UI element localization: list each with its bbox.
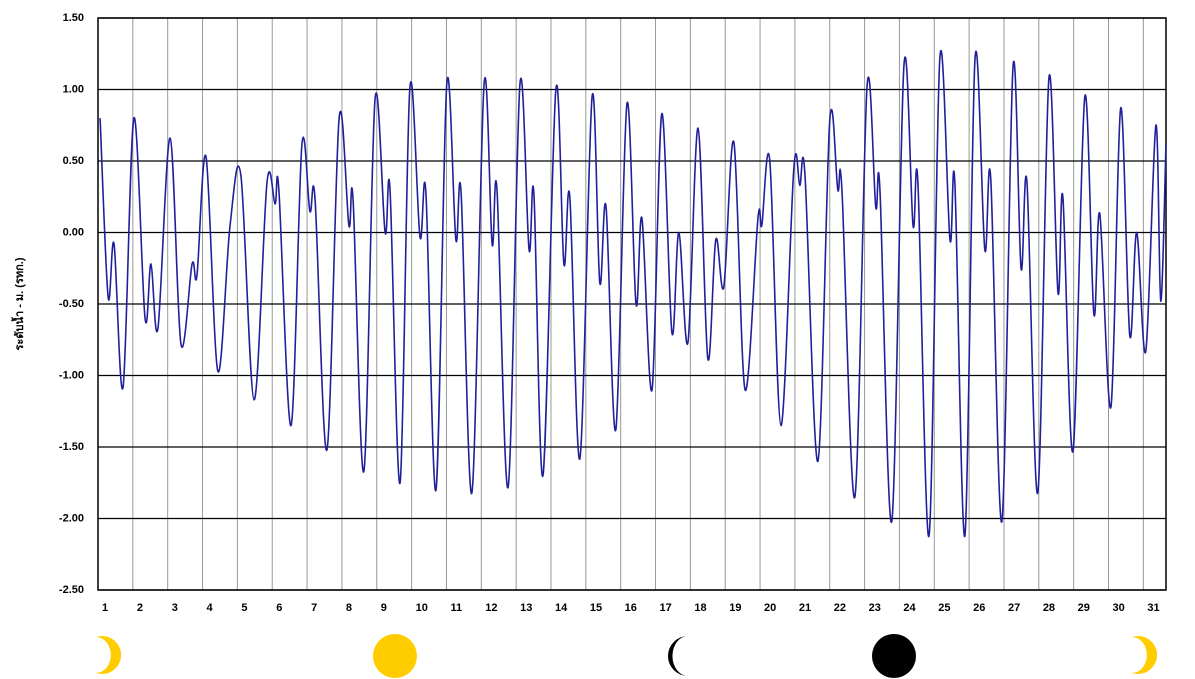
x-tick-label: 26	[973, 602, 985, 614]
x-tick-label: 25	[938, 602, 950, 614]
y-tick-label: 0.00	[63, 226, 84, 238]
waning-crescent	[667, 636, 688, 677]
x-tick-label: 4	[207, 602, 214, 614]
y-tick-label: 1.00	[63, 83, 84, 95]
y-tick-label: -1.50	[59, 441, 84, 453]
x-tick-label: 15	[590, 602, 602, 614]
y-axis-label: ระดับน้ำ - ม. (รทก.)	[11, 257, 26, 350]
y-tick-label: 1.50	[63, 12, 84, 24]
x-tick-label: 13	[520, 602, 532, 614]
x-tick-label: 24	[903, 602, 916, 614]
full-moon	[373, 634, 417, 678]
y-tick-label: 0.50	[63, 155, 84, 167]
x-tick-label: 3	[172, 602, 178, 614]
x-tick-label: 27	[1008, 602, 1020, 614]
x-tick-label: 2	[137, 602, 143, 614]
x-tick-label: 8	[346, 602, 352, 614]
plot-frame	[97, 17, 1167, 591]
y-tick-label: -2.00	[59, 512, 84, 524]
x-tick-label: 12	[485, 602, 497, 614]
moon-phases	[96, 634, 1158, 678]
x-tick-label: 9	[381, 602, 387, 614]
new-moon	[872, 634, 916, 678]
y-tick-label: -0.50	[59, 298, 84, 310]
x-tick-label: 10	[416, 602, 428, 614]
x-tick-label: 11	[450, 602, 462, 614]
y-tick-label: -1.00	[59, 369, 84, 381]
x-tick-label: 22	[834, 602, 846, 614]
x-tick-label: 14	[555, 602, 568, 614]
x-tick-label: 29	[1078, 602, 1090, 614]
x-tick-label: 17	[660, 602, 672, 614]
x-tick-label: 30	[1113, 602, 1125, 614]
x-tick-label: 31	[1147, 602, 1159, 614]
x-tick-label: 18	[694, 602, 706, 614]
x-tick-label: 19	[729, 602, 741, 614]
tide-line	[99, 49, 1167, 538]
x-tick-label: 23	[869, 602, 881, 614]
x-tick-label: 21	[799, 602, 811, 614]
x-tick-label: 20	[764, 602, 776, 614]
x-tick-label: 5	[241, 602, 247, 614]
x-tick-label: 7	[311, 602, 317, 614]
x-tick-label: 28	[1043, 602, 1055, 614]
waxing-crescent	[96, 635, 122, 674]
x-tick-label: 6	[276, 602, 282, 614]
y-tick-label: -2.50	[59, 584, 84, 596]
x-tick-label: 16	[625, 602, 637, 614]
waxing-crescent	[1132, 636, 1158, 675]
x-tick-label: 1	[102, 602, 108, 614]
